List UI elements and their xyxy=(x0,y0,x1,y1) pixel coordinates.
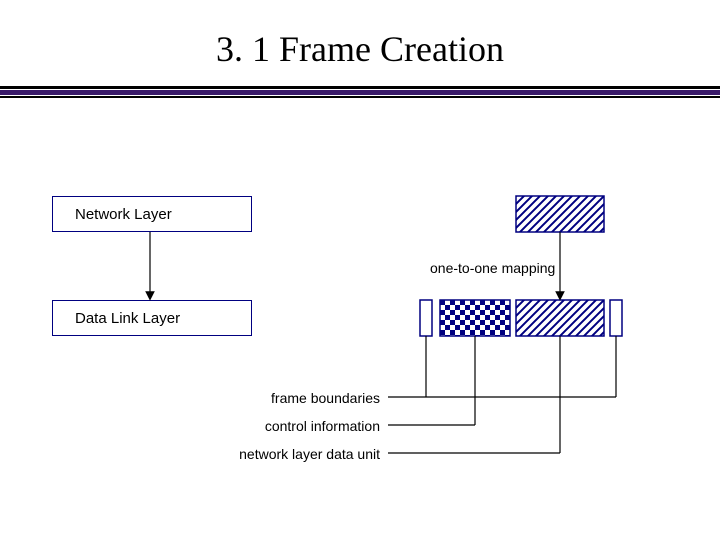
one-to-one-mapping-label: one-to-one mapping xyxy=(430,260,555,276)
control-information-label: control information xyxy=(265,418,380,434)
title-underline xyxy=(0,86,720,98)
frame-segment-right-boundary xyxy=(610,300,622,336)
network-layer-label: Network Layer xyxy=(75,206,172,223)
network-layer-box: Network Layer xyxy=(52,196,252,232)
frame-boundaries-label: frame boundaries xyxy=(271,390,380,406)
frame-segment-payload xyxy=(516,300,604,336)
network-data-unit-block xyxy=(516,196,604,232)
slide: { "title": "3. 1 Frame Creation", "rules… xyxy=(0,0,720,540)
page-title: 3. 1 Frame Creation xyxy=(0,28,720,70)
datalink-layer-box: Data Link Layer xyxy=(52,300,252,336)
frame-segment-left-boundary xyxy=(420,300,432,336)
network-layer-data-unit-label: network layer data unit xyxy=(239,446,380,462)
frame-segment-control-info xyxy=(440,300,510,336)
datalink-layer-label: Data Link Layer xyxy=(75,310,180,327)
